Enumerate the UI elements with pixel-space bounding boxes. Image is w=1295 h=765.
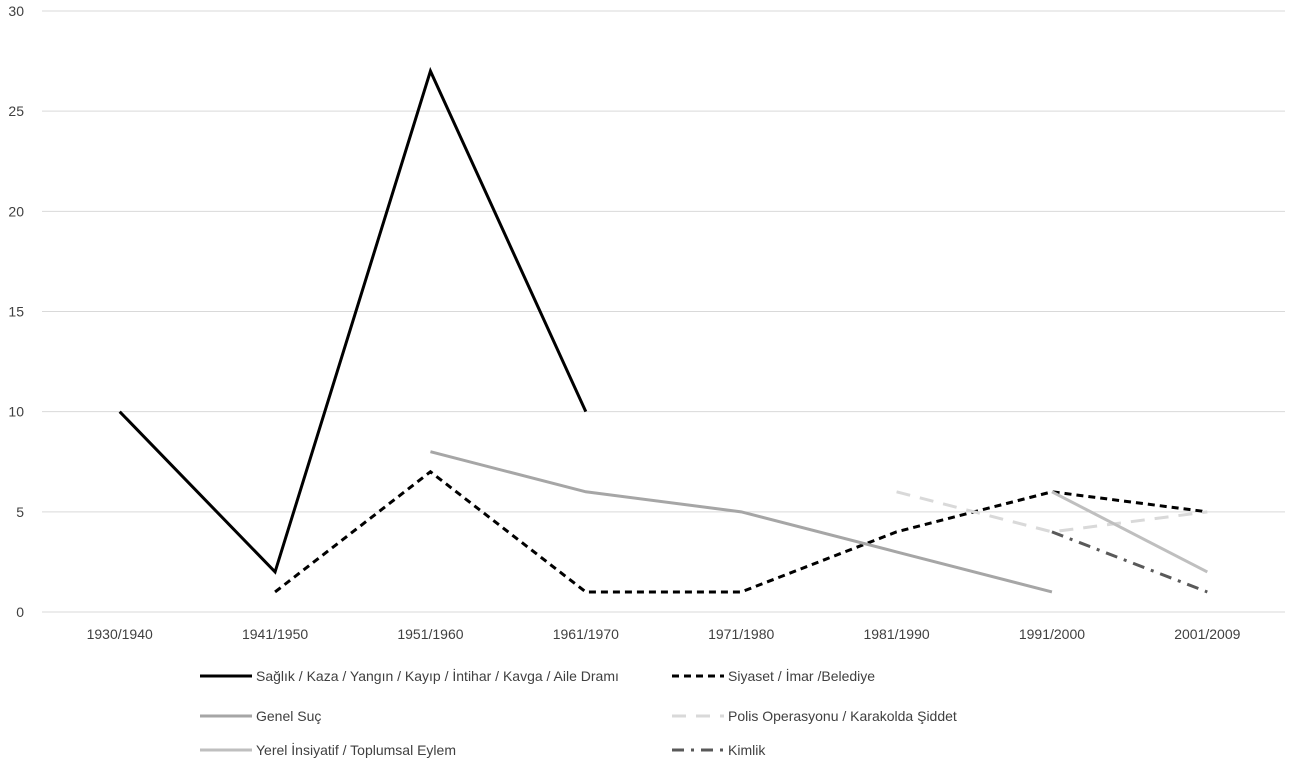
series-line-6 [1051,530,1208,594]
legend-label: Kimlik [728,742,766,758]
x-tick-label: 2001/2009 [1174,626,1240,642]
series-line-2 [274,469,1208,594]
y-tick-label: 15 [8,304,24,320]
y-tick-label: 30 [8,3,24,19]
legend-label: Yerel İnsiyatif / Toplumsal Eylem [256,741,456,758]
legend-label: Genel Suç [256,708,321,724]
legend-label: Siyaset / İmar /Belediye [728,667,875,684]
y-tick-label: 0 [16,604,24,620]
y-tick-label: 20 [8,203,24,219]
y-tick-label: 25 [8,103,24,119]
x-tick-label: 1981/1990 [863,626,929,642]
series-line-1 [118,66,588,575]
legend: Sağlık / Kaza / Yangın / Kayıp / İntihar… [200,667,957,758]
y-axis-tick-labels: 0 5 10 15 20 25 30 [8,3,24,620]
legend-label: Polis Operasyonu / Karakolda Şiddet [728,708,957,724]
x-tick-label: 1961/1970 [553,626,619,642]
legend-label: Sağlık / Kaza / Yangın / Kayıp / İntihar… [256,667,619,684]
series-line-4 [896,490,1208,534]
x-tick-label: 1941/1950 [242,626,308,642]
x-tick-label: 1930/1940 [87,626,153,642]
x-tick-label: 1991/2000 [1019,626,1085,642]
x-tick-label: 1951/1960 [397,626,463,642]
series-line-3 [430,450,1053,594]
gridlines [42,10,1285,613]
x-tick-label: 1971/1980 [708,626,774,642]
series-line-5 [1051,490,1209,574]
y-tick-label: 5 [16,504,24,520]
y-tick-label: 10 [8,404,24,420]
series-lines [118,66,1209,594]
x-axis-tick-labels: 1930/1940 1941/1950 1951/1960 1961/1970 1971… [87,626,1241,642]
